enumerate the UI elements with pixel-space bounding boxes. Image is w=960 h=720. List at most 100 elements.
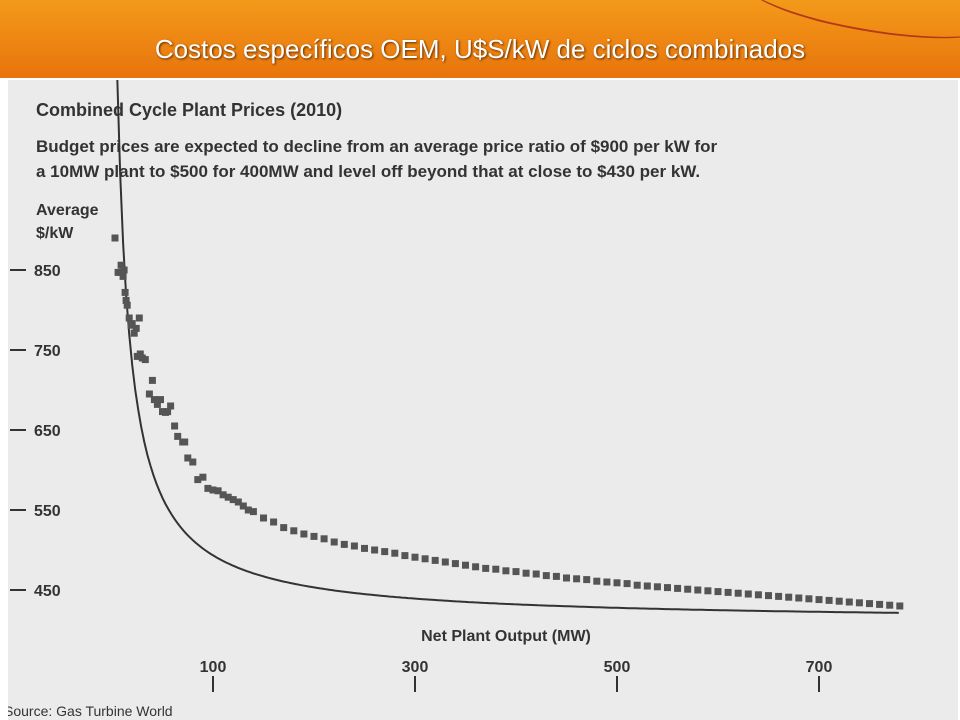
data-point <box>209 486 217 494</box>
trend-line <box>116 80 899 614</box>
data-point <box>280 524 288 532</box>
data-point <box>532 570 540 578</box>
data-point <box>815 596 823 604</box>
data-point <box>886 601 894 609</box>
data-point <box>128 320 136 328</box>
data-point <box>785 593 793 601</box>
chart-source: Source: Gas Turbine World <box>8 703 173 719</box>
x-tick-label: 100 <box>200 659 227 676</box>
data-point <box>633 581 641 589</box>
chart-title: Combined Cycle Plant Prices (2010) <box>36 100 342 120</box>
data-point <box>148 376 156 384</box>
data-point <box>734 589 742 597</box>
data-point <box>421 555 429 563</box>
data-point <box>643 582 651 590</box>
data-point <box>114 268 122 276</box>
x-axis-label: Net Plant Output (MW) <box>421 628 591 645</box>
data-point <box>653 583 661 591</box>
data-point <box>330 538 338 546</box>
data-point <box>896 602 904 610</box>
data-point <box>472 563 480 571</box>
data-point <box>694 586 702 594</box>
x-tick-label: 300 <box>402 659 429 676</box>
data-point <box>684 585 692 593</box>
data-point <box>125 314 133 322</box>
data-point <box>502 567 510 575</box>
data-point <box>765 592 772 600</box>
data-point <box>249 508 257 516</box>
data-point <box>724 588 732 596</box>
data-point <box>199 473 207 481</box>
data-point <box>167 402 175 410</box>
data-point <box>310 532 318 540</box>
data-point <box>320 535 328 543</box>
data-point <box>300 530 308 538</box>
slide-title: Costos específicos OEM, U$S/kW de ciclos… <box>154 34 806 64</box>
data-point <box>431 556 439 564</box>
data-point <box>290 527 298 535</box>
data-point <box>805 595 813 603</box>
data-point <box>135 314 143 322</box>
data-point <box>120 266 128 274</box>
chart-subtitle-line-1: Budget prices are expected to decline fr… <box>36 137 718 156</box>
chart-panel: Combined Cycle Plant Prices (2010) Budge… <box>8 80 958 720</box>
data-point <box>441 558 449 566</box>
data-point <box>795 594 803 602</box>
data-point <box>876 600 884 608</box>
data-point <box>244 506 252 514</box>
data-point <box>136 350 144 358</box>
data-point <box>204 484 212 492</box>
data-point <box>482 564 490 572</box>
x-axis: 100 300 500 700 <box>200 659 833 692</box>
data-point <box>855 599 863 607</box>
y-axis-label-line-2: $/kW <box>36 225 74 242</box>
data-point <box>825 596 833 604</box>
data-point <box>219 491 227 499</box>
data-point <box>845 598 853 606</box>
x-tick-label: 700 <box>806 659 833 676</box>
data-point <box>141 356 149 364</box>
data-point <box>123 301 131 309</box>
y-tick-label: 650 <box>34 423 61 440</box>
data-point <box>573 575 581 583</box>
data-point <box>229 496 237 504</box>
data-point <box>117 261 125 269</box>
y-tick-label: 850 <box>34 263 61 280</box>
data-point <box>239 502 247 510</box>
data-point <box>613 579 621 587</box>
slide-header: Costos específicos OEM, U$S/kW de ciclos… <box>0 0 960 78</box>
data-point <box>340 540 348 548</box>
trend-curve <box>116 80 899 614</box>
data-point <box>674 584 682 592</box>
y-tick-label: 750 <box>34 343 61 360</box>
data-point <box>583 576 591 584</box>
scatter-chart: Combined Cycle Plant Prices (2010) Budge… <box>8 80 904 719</box>
data-point <box>145 390 153 398</box>
data-point <box>194 476 202 484</box>
data-point <box>451 560 459 568</box>
data-point <box>260 514 267 522</box>
data-point <box>835 597 843 605</box>
data-point <box>462 561 469 569</box>
data-point <box>512 568 520 576</box>
data-point <box>401 552 409 560</box>
data-point <box>234 498 242 506</box>
data-point <box>714 588 722 596</box>
data-point <box>552 572 560 580</box>
data-point <box>164 408 172 416</box>
data-point <box>121 288 129 296</box>
y-axis: 450 550 650 750 850 <box>10 263 61 600</box>
data-point <box>391 549 399 557</box>
data-point <box>153 400 161 408</box>
data-point <box>122 296 130 304</box>
data-point <box>361 544 368 552</box>
data-points <box>111 234 904 610</box>
data-point <box>603 578 611 586</box>
data-point <box>132 324 140 332</box>
data-point <box>157 396 164 404</box>
y-tick-label: 450 <box>34 583 61 600</box>
data-point <box>411 553 419 561</box>
data-point <box>270 518 278 526</box>
data-point <box>704 587 712 595</box>
y-axis-label-line-1: Average <box>36 202 99 219</box>
